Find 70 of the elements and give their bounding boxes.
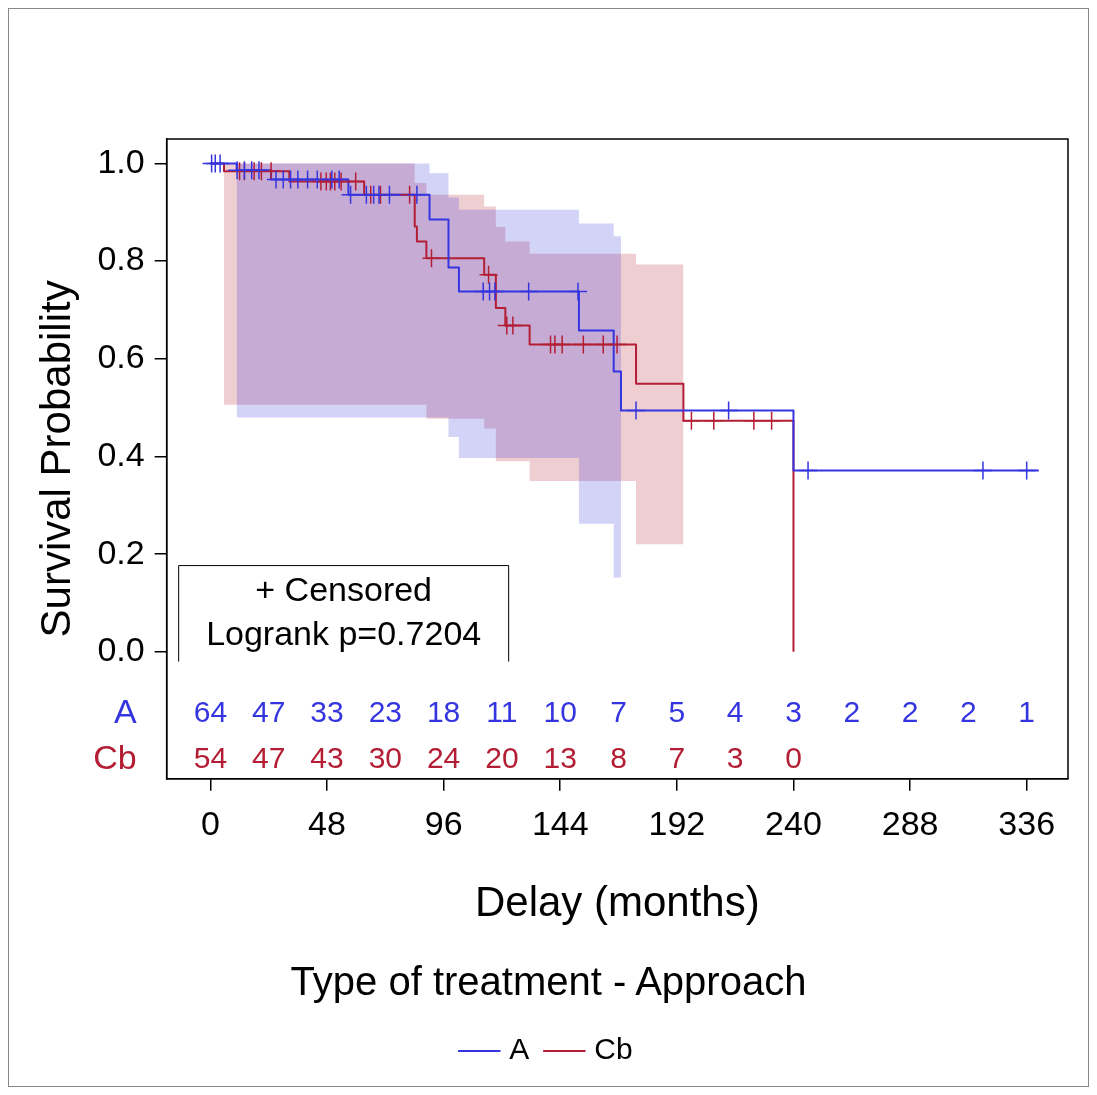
annotation: Logrank p=0.7204 (206, 613, 482, 652)
annotation: 33 (310, 695, 344, 729)
point (552, 334, 572, 355)
annotation: 7 (610, 695, 627, 729)
annotation: 8 (610, 741, 627, 775)
point (573, 334, 594, 355)
legend-label: A (509, 1032, 530, 1066)
y-tick-label: 1.0 (97, 141, 145, 180)
point (718, 400, 739, 421)
y-tick-label: 0.4 (97, 434, 145, 473)
annotation: 20 (485, 741, 519, 775)
annotation: 11 (486, 695, 518, 729)
point (681, 411, 702, 431)
point (421, 248, 442, 268)
point (1016, 460, 1037, 481)
annotation: 30 (368, 741, 402, 775)
text: A (113, 692, 137, 731)
point (407, 184, 427, 205)
point (503, 315, 523, 336)
point (744, 411, 764, 431)
x-tick-label: 0 (200, 803, 220, 842)
point (761, 411, 782, 431)
point (607, 334, 627, 355)
annotation: 23 (368, 695, 402, 729)
point (626, 400, 646, 421)
point (568, 281, 588, 302)
point (345, 171, 366, 192)
x-axis-title: Delay (months) (474, 878, 760, 926)
annotation: 4 (726, 695, 744, 729)
x-tick-label: 288 (881, 803, 939, 842)
x-tick-label: 48 (308, 803, 346, 842)
point (973, 460, 993, 481)
annotation: 5 (668, 695, 686, 729)
legend-label: Cb (594, 1032, 633, 1066)
annotation: 13 (543, 741, 577, 775)
annotation: 2 (901, 695, 919, 729)
x-tick-label: 144 (531, 803, 589, 842)
y-tick-label: 0.0 (97, 630, 145, 669)
y-tick-label: 0.6 (97, 337, 145, 376)
annotation: 10 (543, 695, 577, 729)
legend-title: Type of treatment - Approach (290, 959, 807, 1004)
annotation: 18 (426, 695, 461, 729)
annotation: 47 (252, 695, 286, 729)
x-tick-label: 192 (648, 803, 706, 842)
annotation: 2 (843, 695, 861, 729)
annotation: 43 (310, 741, 344, 775)
x-tick-label: 240 (765, 803, 822, 842)
point (478, 265, 499, 285)
annotation: + Censored (255, 569, 433, 608)
x-tick-label: 336 (998, 803, 1056, 842)
annotation: 64 (193, 695, 228, 729)
annotation: 1 (1018, 695, 1036, 729)
y-tick-label: 0.8 (97, 239, 145, 278)
annotation: 3 (726, 741, 744, 775)
annotation: 54 (193, 741, 228, 775)
point (379, 184, 400, 205)
y-axis-title: Survival Probability (31, 280, 79, 638)
annotation: 2 (960, 695, 977, 729)
annotation: 24 (426, 741, 461, 775)
annotation: 7 (668, 741, 686, 775)
annotation: 47 (252, 741, 286, 775)
y-tick-label: 0.2 (97, 532, 145, 571)
text: Cb (93, 738, 137, 777)
point (518, 281, 539, 302)
point (704, 411, 724, 431)
x-tick-label: 96 (424, 803, 463, 842)
annotation: 0 (785, 741, 802, 775)
annotation: 3 (785, 695, 802, 729)
point (798, 460, 818, 481)
point (485, 281, 505, 302)
